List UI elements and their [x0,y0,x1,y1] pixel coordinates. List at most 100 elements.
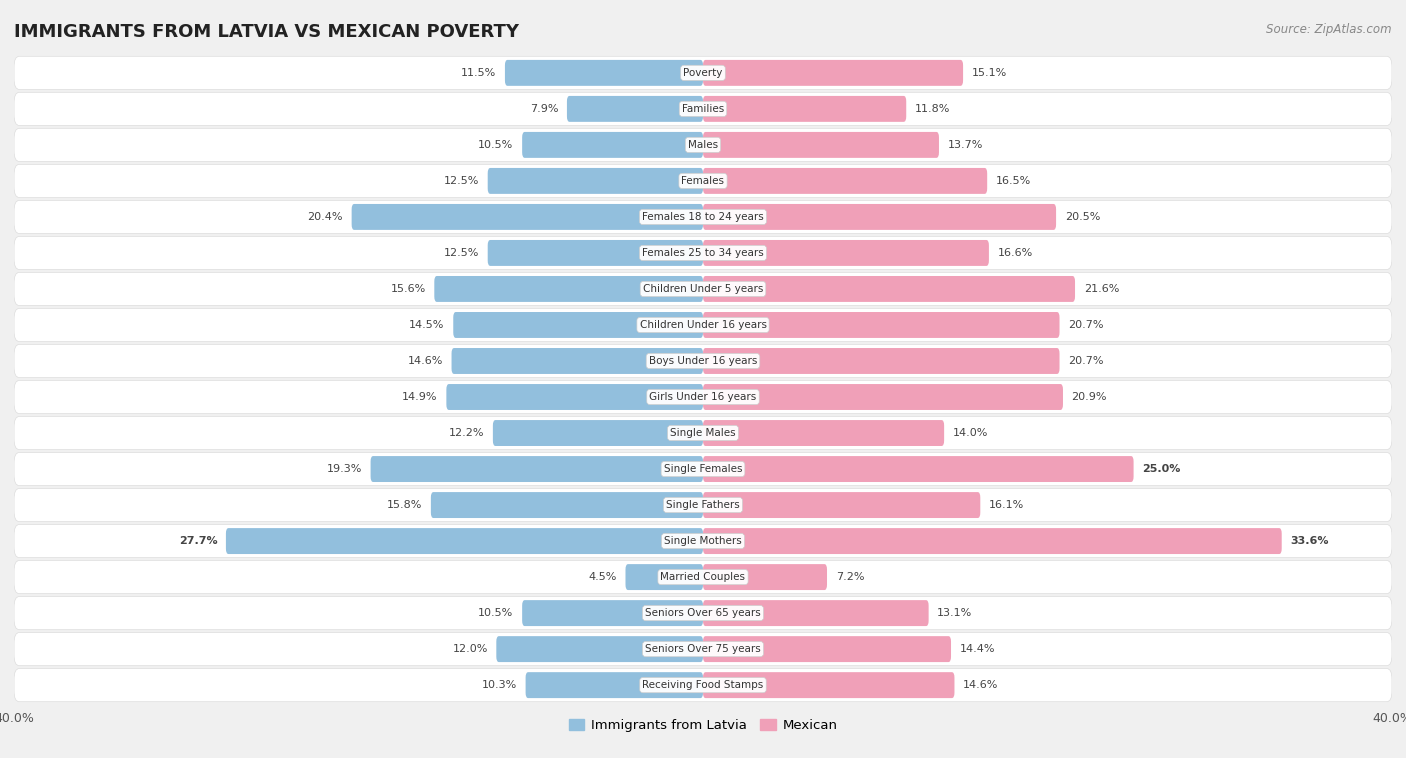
Text: Children Under 16 years: Children Under 16 years [640,320,766,330]
Text: 15.6%: 15.6% [391,284,426,294]
Text: 20.7%: 20.7% [1069,356,1104,366]
Text: 15.8%: 15.8% [387,500,422,510]
FancyBboxPatch shape [494,420,703,446]
Text: 14.9%: 14.9% [402,392,437,402]
Text: 20.7%: 20.7% [1069,320,1104,330]
FancyBboxPatch shape [14,632,1392,666]
Text: 15.1%: 15.1% [972,68,1007,78]
FancyBboxPatch shape [430,492,703,518]
FancyBboxPatch shape [703,168,987,194]
Text: 20.5%: 20.5% [1064,212,1099,222]
FancyBboxPatch shape [14,128,1392,161]
Legend: Immigrants from Latvia, Mexican: Immigrants from Latvia, Mexican [564,714,842,738]
FancyBboxPatch shape [453,312,703,338]
Text: 12.2%: 12.2% [449,428,484,438]
FancyBboxPatch shape [703,60,963,86]
FancyBboxPatch shape [703,384,1063,410]
Text: 20.9%: 20.9% [1071,392,1107,402]
FancyBboxPatch shape [488,168,703,194]
FancyBboxPatch shape [14,669,1392,702]
Text: Poverty: Poverty [683,68,723,78]
FancyBboxPatch shape [703,420,945,446]
Text: Receiving Food Stamps: Receiving Food Stamps [643,680,763,690]
Text: 25.0%: 25.0% [1142,464,1181,474]
Text: 13.7%: 13.7% [948,140,983,150]
Text: Married Couples: Married Couples [661,572,745,582]
Text: Females 25 to 34 years: Females 25 to 34 years [643,248,763,258]
Text: 14.0%: 14.0% [953,428,988,438]
Text: 11.8%: 11.8% [915,104,950,114]
FancyBboxPatch shape [14,488,1392,522]
FancyBboxPatch shape [352,204,703,230]
FancyBboxPatch shape [703,492,980,518]
FancyBboxPatch shape [703,636,950,662]
Text: Seniors Over 65 years: Seniors Over 65 years [645,608,761,618]
FancyBboxPatch shape [703,276,1076,302]
FancyBboxPatch shape [703,564,827,590]
Text: IMMIGRANTS FROM LATVIA VS MEXICAN POVERTY: IMMIGRANTS FROM LATVIA VS MEXICAN POVERT… [14,23,519,41]
FancyBboxPatch shape [703,132,939,158]
Text: Children Under 5 years: Children Under 5 years [643,284,763,294]
FancyBboxPatch shape [703,96,907,122]
Text: Seniors Over 75 years: Seniors Over 75 years [645,644,761,654]
Text: 16.6%: 16.6% [997,248,1033,258]
Text: 14.6%: 14.6% [963,680,998,690]
Text: Single Females: Single Females [664,464,742,474]
FancyBboxPatch shape [703,600,928,626]
FancyBboxPatch shape [226,528,703,554]
Text: 11.5%: 11.5% [461,68,496,78]
Text: Single Fathers: Single Fathers [666,500,740,510]
Text: Single Mothers: Single Mothers [664,536,742,546]
FancyBboxPatch shape [14,560,1392,594]
Text: 4.5%: 4.5% [589,572,617,582]
Text: Single Males: Single Males [671,428,735,438]
FancyBboxPatch shape [703,672,955,698]
Text: 27.7%: 27.7% [179,536,218,546]
FancyBboxPatch shape [626,564,703,590]
Text: 16.5%: 16.5% [995,176,1031,186]
FancyBboxPatch shape [703,348,1060,374]
FancyBboxPatch shape [567,96,703,122]
Text: 19.3%: 19.3% [326,464,361,474]
Text: 7.9%: 7.9% [530,104,558,114]
FancyBboxPatch shape [14,200,1392,233]
Text: 16.1%: 16.1% [988,500,1024,510]
Text: Source: ZipAtlas.com: Source: ZipAtlas.com [1267,23,1392,36]
FancyBboxPatch shape [488,240,703,266]
FancyBboxPatch shape [14,309,1392,342]
FancyBboxPatch shape [703,312,1060,338]
FancyBboxPatch shape [14,92,1392,126]
FancyBboxPatch shape [703,456,1133,482]
Text: 7.2%: 7.2% [835,572,865,582]
FancyBboxPatch shape [14,525,1392,558]
FancyBboxPatch shape [505,60,703,86]
FancyBboxPatch shape [446,384,703,410]
Text: 21.6%: 21.6% [1084,284,1119,294]
FancyBboxPatch shape [451,348,703,374]
Text: 14.5%: 14.5% [409,320,444,330]
Text: 12.0%: 12.0% [453,644,488,654]
FancyBboxPatch shape [14,381,1392,414]
Text: 10.3%: 10.3% [482,680,517,690]
Text: Boys Under 16 years: Boys Under 16 years [648,356,758,366]
Text: 12.5%: 12.5% [444,248,479,258]
Text: 20.4%: 20.4% [308,212,343,222]
FancyBboxPatch shape [703,204,1056,230]
Text: Families: Families [682,104,724,114]
FancyBboxPatch shape [14,164,1392,198]
Text: 10.5%: 10.5% [478,608,513,618]
FancyBboxPatch shape [522,132,703,158]
Text: Males: Males [688,140,718,150]
FancyBboxPatch shape [434,276,703,302]
FancyBboxPatch shape [14,416,1392,449]
Text: 13.1%: 13.1% [938,608,973,618]
FancyBboxPatch shape [703,528,1282,554]
FancyBboxPatch shape [526,672,703,698]
FancyBboxPatch shape [496,636,703,662]
Text: Females: Females [682,176,724,186]
FancyBboxPatch shape [14,453,1392,486]
Text: 33.6%: 33.6% [1291,536,1329,546]
Text: 14.4%: 14.4% [960,644,995,654]
FancyBboxPatch shape [14,272,1392,305]
Text: 14.6%: 14.6% [408,356,443,366]
